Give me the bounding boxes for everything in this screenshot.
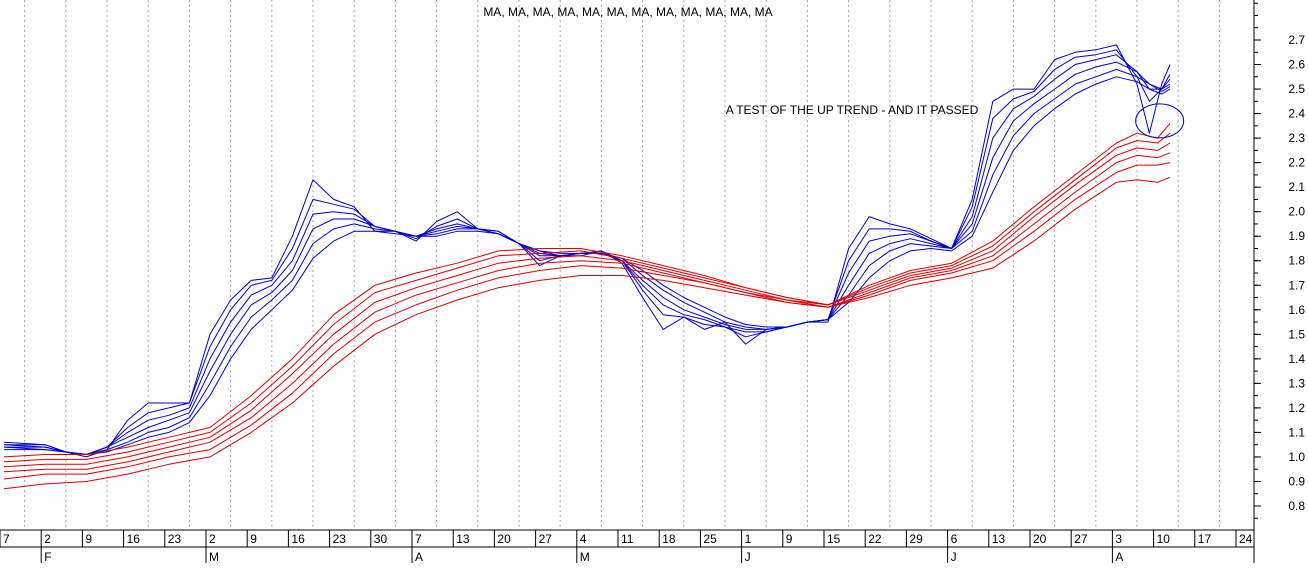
chart-title: MA, MA, MA, MA, MA, MA, MA, MA, MA, MA, … <box>483 5 772 19</box>
long-term-ma-line-9 <box>3 142 1171 468</box>
x-month-label: A <box>415 550 423 563</box>
y-tick-label: 1.1 <box>1288 425 1305 439</box>
long-term-ma-line-12 <box>3 176 1171 490</box>
x-tick-label: 15 <box>827 532 841 546</box>
y-tick-label: 2.0 <box>1288 205 1305 219</box>
x-tick-label: 9 <box>786 532 793 546</box>
x-tick-label: 1 <box>745 532 752 546</box>
x-tick-label: 27 <box>1074 532 1088 546</box>
y-tick-label: 2.5 <box>1288 82 1305 96</box>
y-tick-label: 1.7 <box>1288 278 1305 292</box>
y-tick-label: 0.9 <box>1288 474 1305 488</box>
y-tick-label: 1.8 <box>1288 254 1305 268</box>
short-term-ma-line-4 <box>4 61 1171 455</box>
x-month-label: J <box>951 550 957 563</box>
y-tick-label: 1.3 <box>1288 376 1305 390</box>
annotation-circle <box>1135 103 1185 139</box>
y-tick-label: 1.4 <box>1288 352 1305 366</box>
y-tick-label: 0.8 <box>1288 499 1305 513</box>
x-month-label: M <box>209 550 219 563</box>
x-tick-label: 3 <box>1115 532 1122 546</box>
x-tick-label: 6 <box>951 532 958 546</box>
x-tick-label: 17 <box>1198 532 1212 546</box>
x-tick-label: 22 <box>868 532 882 546</box>
x-tick-label: 11 <box>621 532 634 546</box>
y-tick-label: 2.6 <box>1288 58 1305 72</box>
long-term-ma-line-10 <box>3 152 1171 473</box>
x-tick-label: 7 <box>3 532 10 546</box>
x-tick-label: 13 <box>992 532 1006 546</box>
y-tick-label: 1.0 <box>1288 450 1305 464</box>
x-tick-label: 2 <box>209 532 216 546</box>
x-tick-label: 23 <box>168 532 182 546</box>
x-tick-label: 10 <box>1157 532 1171 546</box>
x-tick-label: 16 <box>291 532 305 546</box>
x-tick-label: 24 <box>1239 532 1253 546</box>
y-tick-label: 1.5 <box>1288 327 1305 341</box>
y-tick-label: 2.3 <box>1288 131 1305 145</box>
x-tick-label: 13 <box>456 532 470 546</box>
x-tick-label: 20 <box>1033 532 1047 546</box>
x-tick-label: 29 <box>909 532 923 546</box>
x-month-label: J <box>745 550 751 563</box>
x-tick-label: 16 <box>127 532 141 546</box>
y-tick-label: 2.4 <box>1288 107 1305 121</box>
x-tick-label: 4 <box>580 532 587 546</box>
long-term-ma-line-11 <box>3 162 1171 480</box>
x-month-label: F <box>44 550 51 563</box>
short-term-ma-line-6 <box>4 76 1171 455</box>
y-tick-label: 2.1 <box>1288 180 1305 194</box>
short-term-ma-line-5 <box>3 68 1171 455</box>
vertical-gridlines <box>24 0 1220 530</box>
y-tick-label: 2.2 <box>1288 156 1305 170</box>
x-tick-label: 20 <box>497 532 511 546</box>
series-group <box>3 44 1171 490</box>
long-term-ma-line-8 <box>3 132 1171 463</box>
x-tick-label: 30 <box>374 532 388 546</box>
y-tick-label: 1.2 <box>1288 401 1305 415</box>
short-term-ma-line-1 <box>3 44 1171 458</box>
x-tick-label: 2 <box>44 532 51 546</box>
x-tick-label: 9 <box>250 532 257 546</box>
long-term-ma-line-7 <box>3 123 1171 458</box>
x-tick-label: 23 <box>333 532 347 546</box>
y-tick-label: 2.7 <box>1288 33 1305 47</box>
x-month-label: A <box>1115 550 1123 563</box>
x-tick-label: 25 <box>703 532 717 546</box>
annotation-text: A TEST OF THE UP TREND - AND IT PASSED <box>726 103 979 117</box>
x-tick-label: 9 <box>85 532 92 546</box>
x-tick-label: 27 <box>539 532 553 546</box>
x-month-label: M <box>580 550 590 563</box>
x-tick-label: 18 <box>662 532 676 546</box>
y-tick-label: 1.6 <box>1288 303 1305 317</box>
x-tick-label: 7 <box>415 532 422 546</box>
y-tick-label: 1.9 <box>1288 229 1305 243</box>
